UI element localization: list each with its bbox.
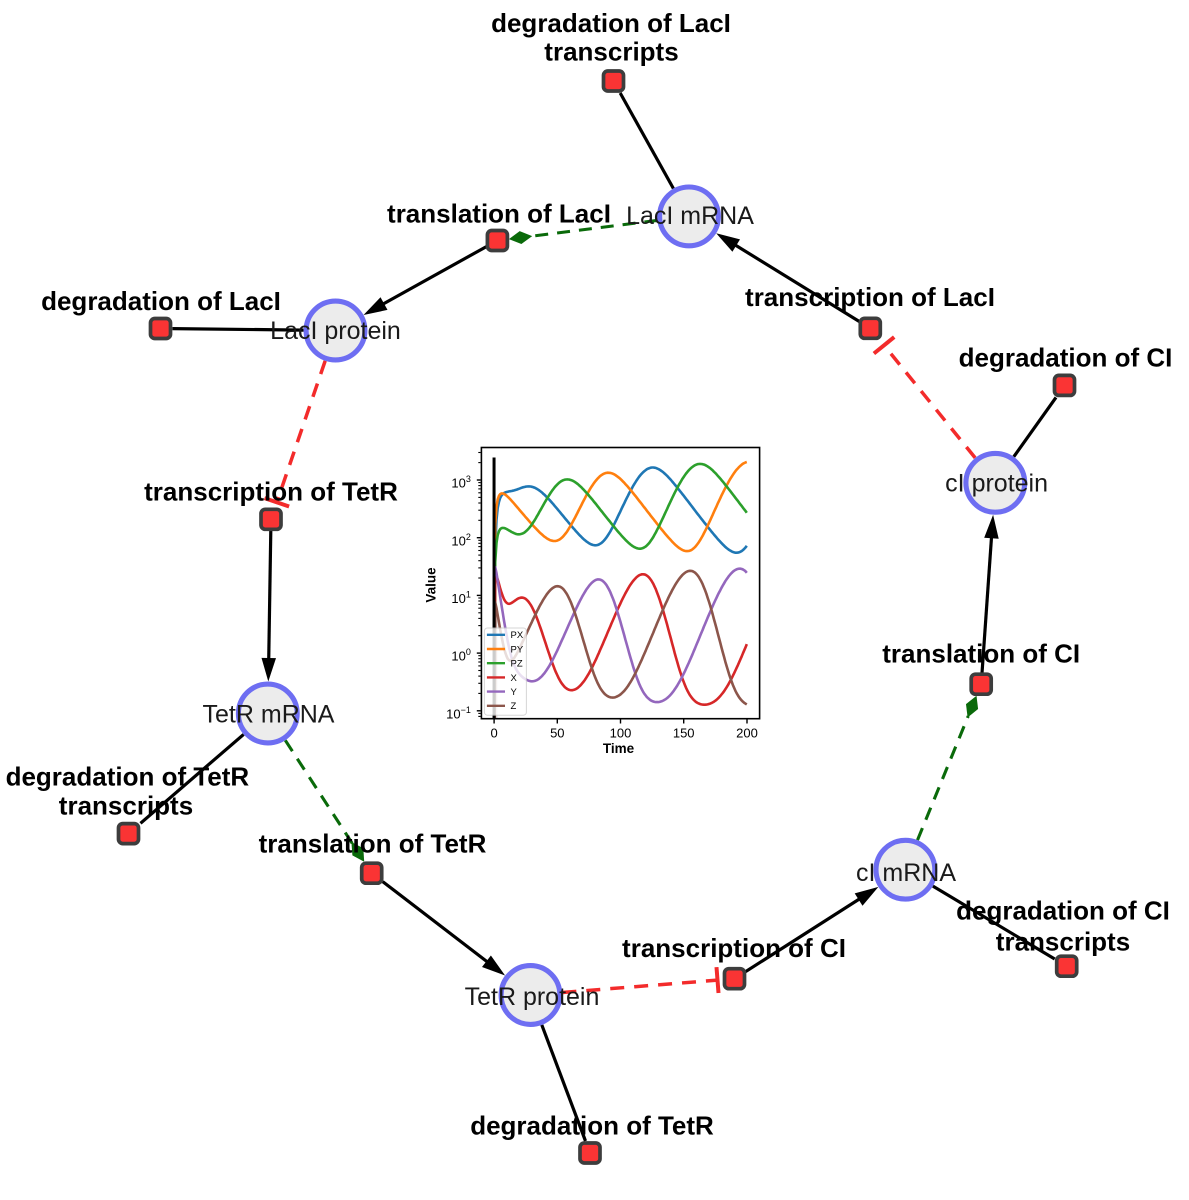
svg-text:PZ: PZ (511, 659, 523, 670)
svg-text:Y: Y (511, 687, 518, 698)
svg-text:degradation of LacI: degradation of LacI (491, 8, 731, 38)
svg-text:degradation of TetR: degradation of TetR (470, 1111, 714, 1141)
svg-text:LacI mRNA: LacI mRNA (626, 202, 754, 230)
svg-text:transcription of LacI: transcription of LacI (745, 282, 995, 312)
svg-text:50: 50 (550, 725, 564, 740)
svg-text:0: 0 (490, 725, 497, 740)
svg-text:cI mRNA: cI mRNA (856, 859, 956, 887)
svg-text:degradation of TetR: degradation of TetR (6, 762, 250, 792)
svg-text:degradation of LacI: degradation of LacI (41, 286, 281, 316)
svg-text:Value: Value (423, 567, 438, 603)
svg-text:cI protein: cI protein (945, 470, 1048, 498)
svg-text:TetR protein: TetR protein (465, 983, 600, 1011)
svg-text:transcription of TetR: transcription of TetR (144, 476, 398, 506)
svg-text:PX: PX (511, 630, 524, 641)
svg-text:transcription of CI: transcription of CI (622, 933, 846, 963)
svg-text:transcripts: transcripts (59, 791, 193, 821)
svg-text:150: 150 (673, 725, 695, 740)
svg-text:Time: Time (603, 741, 635, 756)
svg-text:100: 100 (610, 725, 632, 740)
svg-text:degradation of CI: degradation of CI (956, 895, 1170, 925)
svg-text:Z: Z (511, 701, 517, 712)
svg-text:PY: PY (511, 644, 524, 655)
svg-text:degradation of CI: degradation of CI (959, 343, 1173, 373)
svg-text:LacI protein: LacI protein (270, 317, 401, 345)
svg-text:translation of LacI: translation of LacI (387, 199, 611, 229)
svg-text:transcripts: transcripts (544, 37, 678, 67)
svg-text:200: 200 (736, 725, 758, 740)
svg-text:transcripts: transcripts (996, 927, 1130, 957)
svg-text:translation of CI: translation of CI (882, 638, 1080, 668)
svg-text:translation of TetR: translation of TetR (259, 828, 487, 858)
svg-text:X: X (511, 673, 518, 684)
svg-text:TetR mRNA: TetR mRNA (203, 701, 335, 729)
